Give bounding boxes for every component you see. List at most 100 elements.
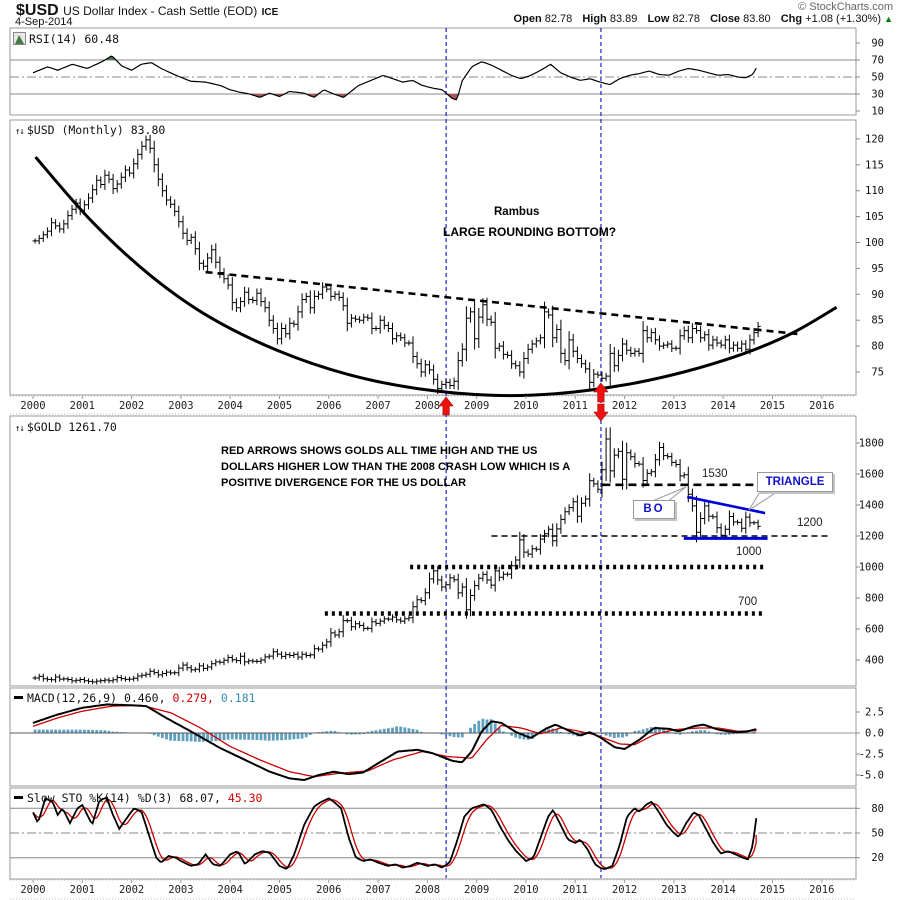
year-label: 2008 [415,884,440,896]
gold-axis-tick-label: 800 [865,593,884,605]
year-label: 2004 [218,400,243,412]
gold-axis-tick-label: 1800 [859,438,884,450]
year-label: 2008 [415,400,440,412]
usd-axis-tick-label: 75 [871,367,884,379]
rsi-axis-tick-label: 90 [871,38,884,50]
year-label: 2016 [809,884,834,896]
line-swatch-icon [14,696,23,699]
symbol: $USD [16,2,59,19]
year-label: 2009 [464,400,489,412]
low-value: 82.78 [672,13,701,25]
year-label: 2000 [20,400,45,412]
quote-line: Open 82.78 High 83.89 Low 82.78 Close 83… [507,13,893,25]
usd-panel-label: ↑↓ $USD (Monthly) 83.80 [15,123,165,137]
year-label: 2007 [365,400,390,412]
year-label: 2013 [661,400,686,412]
gold-note-line2: DOLLARS HIGHER LOW THAN THE 2008 CRASH L… [221,461,571,473]
year-label: 2010 [513,400,538,412]
open-label: Open [513,13,542,25]
macd-axis-tick-label: 2.5 [865,707,884,719]
macd-axis-tick-label: -2.5 [859,749,884,761]
year-label: 2001 [70,400,95,412]
line-swatch-icon [14,796,23,799]
year-label: 2002 [119,400,144,412]
usd-axis-tick-label: 85 [871,315,884,327]
year-label: 2003 [168,400,193,412]
sto-axis-tick-label: 80 [871,803,884,815]
rsi-axis-tick-label: 70 [871,55,884,67]
macd-series [10,703,757,782]
level-label-1000: 1000 [736,546,762,558]
close-label: Close [710,13,741,25]
usd-axis-tick-label: 105 [865,211,884,223]
gold-axis-tick-label: 1000 [859,562,884,574]
year-label: 2004 [218,884,243,896]
year-label: 2003 [168,884,193,896]
year-label: 2009 [464,884,489,896]
level-label-1200: 1200 [797,517,823,529]
chg-up-arrow-icon: ▲ [884,14,893,24]
sto-axis-tick-label: 20 [871,852,884,864]
macd-axis-tick-label: -5.0 [859,770,884,782]
red-up-arrow-icon [593,382,609,403]
macd-label-text: MACD(12,26,9) [27,691,118,705]
rsi-axis-tick-label: 10 [871,106,884,118]
open-value: 82.78 [544,13,573,25]
gold-series [32,427,830,685]
sto-series [32,796,758,870]
rsi-axis-tick-label: 30 [871,89,884,101]
year-label: 2010 [513,884,538,896]
chart-header: $USD US Dollar Index - Cash Settle (EOD)… [16,2,278,20]
sto-axis-tick-label: 50 [871,828,884,840]
chg-label: Chg [780,13,803,25]
year-label: 2006 [316,400,341,412]
gold-note: RED ARROWS SHOWS GOLDS ALL TIME HIGH AND… [221,443,570,491]
sto-value-d: 45.30 [227,791,263,805]
year-label: 2007 [365,884,390,896]
year-label: 2014 [711,400,736,412]
macd-value-1: 0.460, [123,691,166,705]
usd-axis-tick-label: 95 [871,263,884,275]
annotation-rounding-bottom: LARGE ROUNDING BOTTOM? [443,225,617,239]
gold-axis-tick-label: 600 [865,624,884,636]
usd-axis-tick-label: 120 [865,133,884,145]
year-label: 2013 [661,884,686,896]
year-label: 2005 [267,400,292,412]
callout-triangle: TRIANGLE [757,472,833,492]
usd-label-text: $USD (Monthly) 83.80 [26,123,166,137]
year-label: 2012 [612,400,637,412]
usd-axis-tick-label: 80 [871,341,884,353]
year-label: 2006 [316,884,341,896]
usd-series [32,134,838,398]
year-label: 2015 [760,884,785,896]
year-label: 2011 [563,884,588,896]
gold-axis-tick-label: 1200 [859,531,884,543]
high-value: 83.89 [609,13,638,25]
year-label: 2014 [711,884,736,896]
macd-panel-label: MACD(12,26,9) 0.460, 0.279, 0.181 [14,691,256,705]
macd-value-2: 0.279, [172,691,214,705]
gold-axis-tick-label: 1600 [859,469,884,481]
rsi-axis-tick-label: 50 [871,72,884,84]
rsi-label-text: RSI(14) 60.48 [29,32,120,46]
usd-axis-tick-label: 90 [871,289,884,301]
year-label: 2012 [612,884,637,896]
red-down-arrow-icon [593,403,609,422]
year-label: 2016 [809,400,834,412]
usd-axis-tick-label: 100 [865,237,884,249]
close-value: 83.80 [743,13,771,25]
rsi-indicator-icon [13,32,26,45]
annotation-rambus: Rambus [494,206,540,218]
year-label: 2001 [70,884,95,896]
sto-value-k: 68.07, [179,791,221,805]
rsi-series [32,55,757,101]
year-axis: 2000 2001 2002 2003 2004 2005 2006 2007 2008 2009… [20,396,834,896]
gold-panel-label: ↑↓ $GOLD 1261.70 [15,420,117,434]
copyright: © StockCharts.com [798,1,893,13]
low-label: Low [647,13,670,25]
usd-axis-tick-label: 115 [865,159,884,171]
exchange: ICE [261,7,279,18]
callout-bo: BO [633,500,675,519]
level-label-700: 700 [738,596,758,608]
